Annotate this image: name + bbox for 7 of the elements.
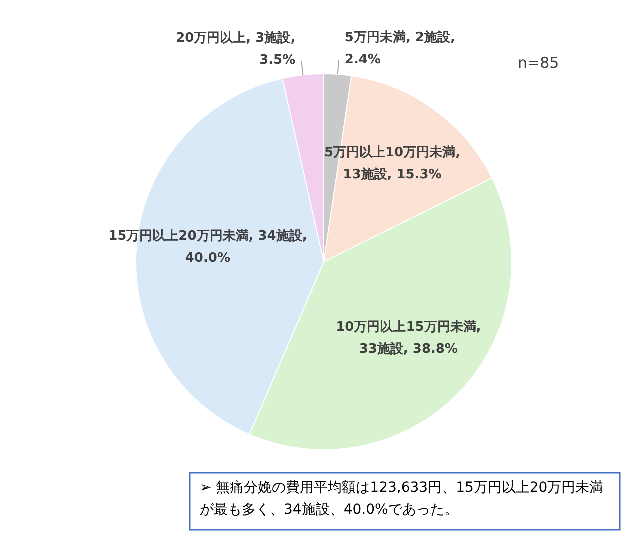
text: n=85 (518, 54, 560, 72)
slice-label: 5万円未満, 2施設, 2.4% (344, 30, 456, 68)
slice-label: 20万円以上, 3施設, 3.5% (176, 30, 296, 68)
slice-label: 5万円以上10万円未満, 13施設, 15.3% (324, 146, 461, 183)
slice-label: 15万円以上20万円未満, 34施設, 40.0% (108, 228, 308, 266)
slice-label: 10万円以上15万円未満, 33施設, 38.8% (336, 320, 482, 358)
text: ➢ 無痛分娩の費用平均額は123,633円、15万円以上20万円未満が最も多く、34施設、40.0%であった。 (199, 479, 605, 520)
